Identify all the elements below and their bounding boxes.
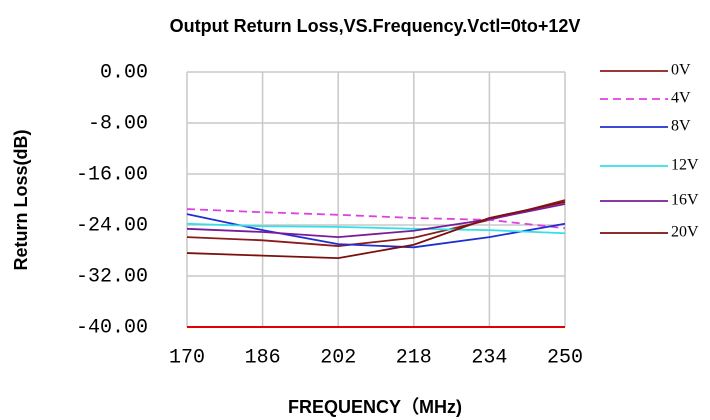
legend-label: 4V <box>671 90 691 107</box>
legend-label: 20V <box>671 224 699 241</box>
series-line <box>186 208 566 230</box>
x-tick-label: 186 <box>245 346 281 369</box>
legend-label: 12V <box>671 157 699 174</box>
legend-label: 8V <box>671 118 691 135</box>
series-line <box>186 213 566 249</box>
y-tick-label: -40.00 <box>76 316 148 339</box>
series-line <box>186 203 566 239</box>
legend-label: 16V <box>671 192 699 209</box>
y-tick-label: -32.00 <box>76 265 148 288</box>
x-tick-label: 170 <box>169 346 205 369</box>
y-tick-label: 0.00 <box>100 61 148 84</box>
series-line <box>186 201 566 260</box>
y-axis-label: Return Loss(dB) <box>11 130 31 271</box>
y-tick-label: -8.00 <box>88 112 148 135</box>
x-tick-label: 250 <box>547 346 583 369</box>
x-tick-label: 234 <box>471 346 507 369</box>
x-axis-label: FREQUENCY（MHz) <box>288 397 462 417</box>
chart-title: Output Return Loss,VS.Frequency.Vctl=0to… <box>170 16 581 36</box>
series-line <box>186 222 566 235</box>
y-tick-label: -24.00 <box>76 214 148 237</box>
series-line <box>186 199 566 247</box>
x-tick-label: 202 <box>320 346 356 369</box>
x-tick-label: 218 <box>396 346 432 369</box>
legend-label: 0V <box>671 62 691 79</box>
y-tick-label: -16.00 <box>76 163 148 186</box>
